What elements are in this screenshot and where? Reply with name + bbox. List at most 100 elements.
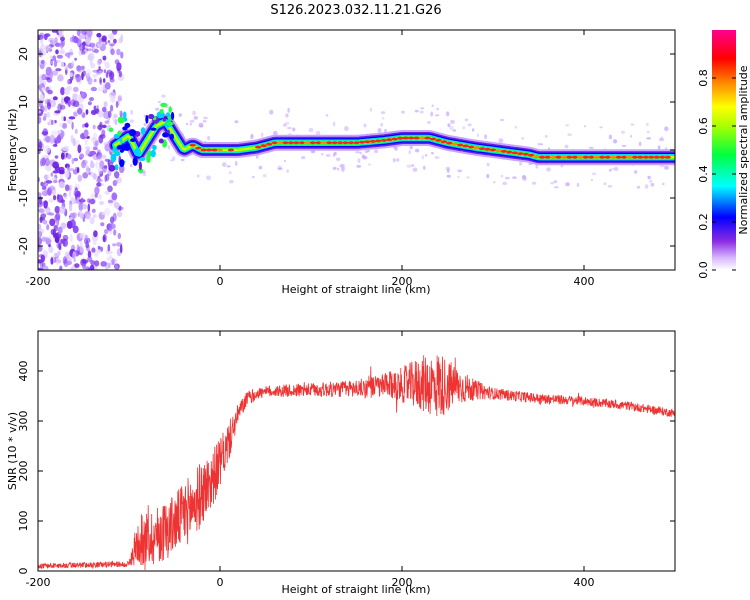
noise-speckle bbox=[77, 144, 82, 154]
ridge-blob bbox=[166, 112, 170, 117]
noise-speckle bbox=[119, 244, 123, 254]
noise-speckle bbox=[87, 77, 93, 85]
noise-speckle bbox=[72, 86, 79, 93]
noise-speckle bbox=[93, 266, 98, 270]
noise-speckle bbox=[45, 189, 48, 196]
ridge-peak bbox=[440, 140, 448, 144]
ridge-speckle bbox=[486, 174, 490, 179]
noise-speckle bbox=[69, 216, 73, 221]
ridge-speckle bbox=[170, 159, 174, 162]
noise-speckle bbox=[89, 217, 95, 225]
ridge-speckle bbox=[335, 157, 341, 161]
ridge-blob bbox=[112, 148, 118, 152]
ridge-peak bbox=[577, 155, 584, 159]
ridge-peak bbox=[216, 148, 224, 152]
ridge-speckle bbox=[142, 171, 147, 177]
noise-speckle bbox=[69, 203, 73, 212]
noise-speckle bbox=[72, 138, 76, 147]
ridge-speckle bbox=[567, 133, 572, 136]
colorbar: 0.0 0.2 0.4 0.6 0.8 Normalized spectral ampl… bbox=[697, 30, 750, 279]
noise-speckle bbox=[38, 223, 42, 231]
noise-speckle bbox=[58, 181, 65, 189]
noise-speckle bbox=[89, 42, 96, 48]
noise-speckle bbox=[40, 59, 45, 65]
noise-speckle bbox=[55, 49, 59, 55]
noise-speckle bbox=[51, 30, 58, 33]
noise-speckle bbox=[68, 116, 76, 120]
ridge-speckle bbox=[421, 155, 424, 160]
noise-speckle bbox=[61, 122, 68, 129]
noise-speckle bbox=[92, 240, 97, 246]
noise-speckle bbox=[55, 68, 62, 72]
colorbar-tick-label: 0.0 bbox=[697, 261, 710, 279]
ridge-peak bbox=[200, 148, 207, 152]
ridge-blob bbox=[114, 151, 121, 157]
ridge-speckle bbox=[130, 109, 133, 115]
noise-speckle bbox=[89, 97, 94, 102]
ridge-speckle bbox=[452, 129, 457, 132]
ridge-speckle bbox=[357, 158, 361, 164]
ridge-blob bbox=[130, 138, 136, 143]
ridge-speckle bbox=[430, 111, 434, 117]
ridge-speckle bbox=[450, 119, 455, 125]
ridge-peak bbox=[549, 155, 557, 159]
noise-speckle bbox=[106, 69, 113, 75]
ridge-peak bbox=[653, 155, 660, 159]
ridge-speckle bbox=[613, 139, 618, 144]
noise-speckle bbox=[101, 124, 107, 129]
ridge-peak bbox=[478, 147, 486, 151]
spectrogram-panel: -200 0 200 400 -20 -10 0 10 20 Height of straigh… bbox=[6, 29, 676, 296]
noise-speckle bbox=[56, 193, 60, 200]
noise-speckle bbox=[59, 265, 63, 270]
noise-speckle bbox=[61, 115, 64, 122]
noise-speckle bbox=[111, 96, 115, 103]
noise-speckle bbox=[90, 109, 97, 115]
ridge-speckle bbox=[649, 179, 652, 183]
ridge-speckle bbox=[427, 120, 431, 125]
noise-speckle bbox=[58, 169, 65, 175]
ridge-speckle bbox=[369, 107, 373, 112]
ridge-speckle bbox=[374, 149, 379, 153]
ridge-speckle bbox=[634, 170, 638, 174]
ridge-speckle bbox=[638, 141, 642, 147]
noise-speckle bbox=[73, 157, 79, 162]
ridge-blob bbox=[140, 127, 146, 135]
noise-speckle bbox=[76, 196, 81, 204]
ridge-speckle bbox=[457, 169, 463, 173]
noise-speckle bbox=[114, 119, 118, 126]
noise-speckle bbox=[107, 223, 113, 232]
ridge-speckle bbox=[362, 155, 368, 160]
ridge-speckle bbox=[500, 174, 504, 178]
noise-speckle bbox=[120, 51, 124, 59]
y-tick-label: 100 bbox=[17, 511, 30, 532]
ridge-blob bbox=[108, 127, 114, 132]
noise-speckle bbox=[107, 40, 111, 44]
noise-speckle bbox=[41, 157, 46, 166]
noise-speckle bbox=[118, 37, 123, 44]
noise-speckle bbox=[69, 233, 73, 243]
noise-speckle bbox=[64, 169, 70, 179]
noise-speckle bbox=[46, 224, 50, 231]
noise-speckle bbox=[117, 67, 120, 74]
ridge-speckle bbox=[464, 118, 469, 122]
noise-speckle bbox=[93, 78, 97, 83]
noise-speckle bbox=[81, 123, 85, 128]
noise-speckle bbox=[38, 192, 42, 197]
ridge-speckle bbox=[368, 163, 371, 166]
noise-speckle bbox=[98, 36, 102, 44]
noise-speckle bbox=[84, 234, 89, 241]
ridge-speckle bbox=[129, 119, 134, 123]
noise-speckle bbox=[57, 74, 64, 82]
ridge-blob bbox=[150, 149, 156, 158]
ridge-speckle bbox=[260, 132, 264, 138]
noise-speckle bbox=[51, 177, 57, 181]
ridge-peak bbox=[386, 138, 393, 142]
noise-speckle bbox=[80, 197, 84, 203]
noise-speckle bbox=[54, 42, 61, 47]
ridge-speckle bbox=[172, 156, 176, 161]
ridge-peak bbox=[446, 141, 453, 145]
noise-speckle bbox=[53, 179, 58, 184]
ridge-peak bbox=[364, 140, 371, 144]
noise-speckle bbox=[113, 38, 117, 44]
ridge-peak bbox=[500, 150, 508, 153]
